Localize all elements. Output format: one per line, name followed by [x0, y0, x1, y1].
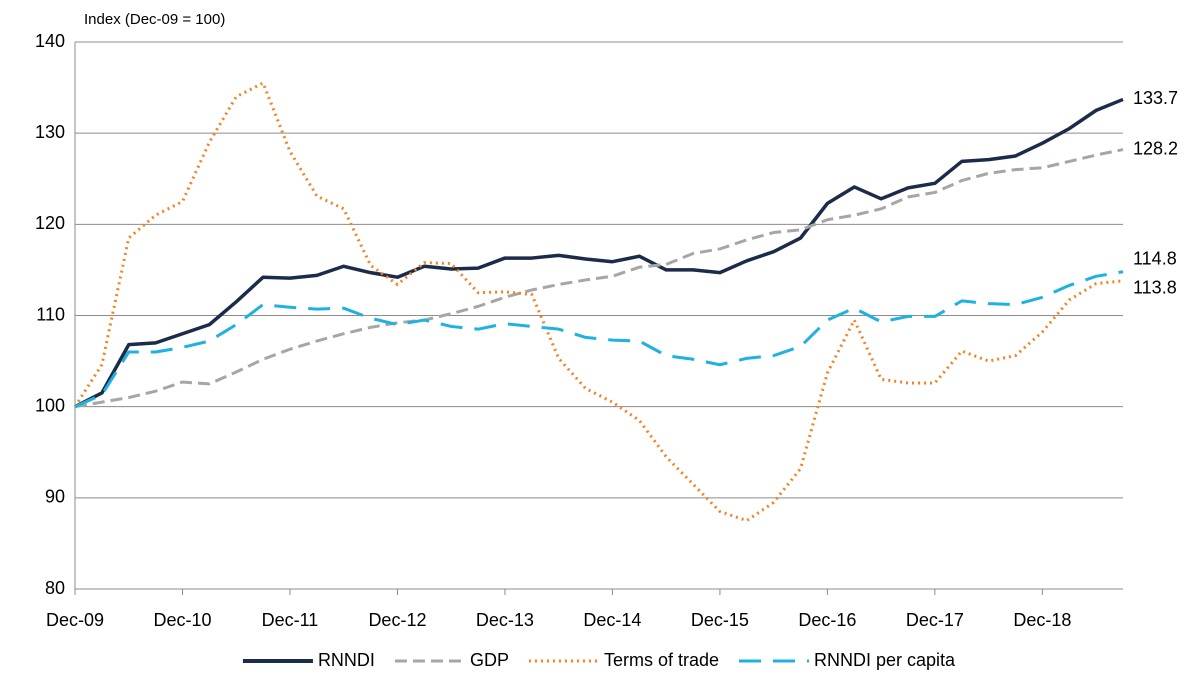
x-tick-label: Dec-17	[906, 610, 964, 630]
y-tick-label: 80	[45, 578, 65, 598]
legend-label: RNNDI per capita	[814, 650, 956, 670]
y-tick-label: 100	[35, 395, 65, 415]
y-tick-label: 90	[45, 487, 65, 507]
series-line	[74, 148, 1124, 409]
x-tick-label: Dec-18	[1013, 610, 1071, 630]
legend-label: Terms of trade	[604, 650, 719, 670]
end-label: 133.7	[1133, 88, 1178, 108]
y-tick-label: 130	[35, 122, 65, 142]
x-tick-label: Dec-14	[583, 610, 641, 630]
series-line	[74, 97, 1124, 409]
legend-label: GDP	[470, 650, 509, 670]
end-label: 113.8	[1133, 278, 1177, 298]
series-line	[73, 81, 1124, 523]
x-tick-label: Dec-09	[46, 610, 104, 630]
x-tick-label: Dec-15	[691, 610, 749, 630]
end-label: 128.2	[1133, 138, 1178, 158]
y-axis-title: Index (Dec-09 = 100)	[84, 11, 225, 28]
x-tick-label: Dec-13	[476, 610, 534, 630]
legend-label: RNNDI	[318, 650, 375, 670]
x-tick-label: Dec-10	[153, 610, 211, 630]
x-tick-label: Dec-16	[798, 610, 856, 630]
y-tick-label: 120	[35, 213, 65, 233]
y-tick-label: 110	[36, 304, 65, 324]
series-line	[74, 270, 1124, 409]
x-tick-label: Dec-11	[262, 610, 319, 630]
y-tick-label: 140	[35, 31, 65, 51]
x-tick-label: Dec-12	[368, 610, 426, 630]
end-label: 114.8	[1133, 248, 1177, 268]
